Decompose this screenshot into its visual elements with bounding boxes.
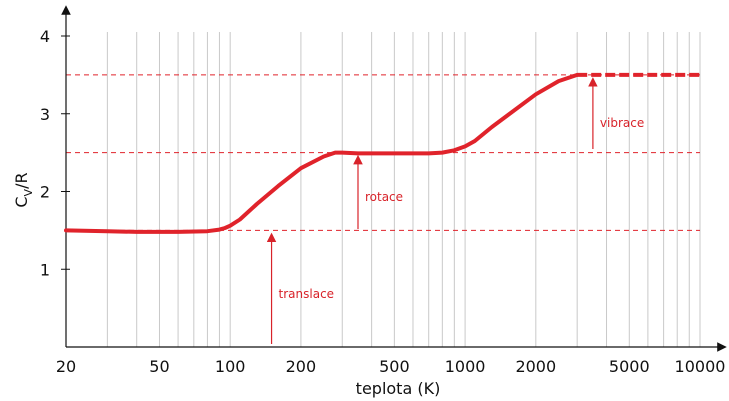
y-axis-title-tail: /R (12, 172, 31, 189)
x-tick-label: 500 (379, 357, 410, 376)
annotation-label: translace (279, 287, 335, 301)
y-axis-title-sub: V (22, 188, 35, 196)
x-tick-label: 20 (56, 357, 76, 376)
series-group (64, 72, 700, 234)
x-tick-label: 1000 (445, 357, 486, 376)
y-axis-title-main: C (12, 196, 31, 207)
annotation-label: vibrace (600, 116, 644, 130)
y-tick-label: 4 (40, 27, 50, 46)
axes (61, 5, 727, 352)
tick-labels: 20 50 100 200 500 1000 2000 5000 10000 1 2 3 4 (40, 27, 726, 376)
y-axis-title: CV/R (12, 172, 35, 207)
series-line (64, 72, 580, 234)
y-tick-label: 3 (40, 105, 50, 124)
x-tick-label: 5000 (609, 357, 650, 376)
annotations: translace rotace vibrace (266, 77, 644, 344)
y-tick-label: 2 (40, 183, 50, 202)
grid (65, 32, 701, 347)
x-tick-label: 2000 (515, 357, 556, 376)
annotation-label: rotace (365, 190, 403, 204)
y-tick-label: 1 (40, 260, 50, 279)
x-tick-label: 50 (149, 357, 169, 376)
x-tick-label: 10000 (675, 357, 726, 376)
x-tick-label: 100 (215, 357, 246, 376)
x-tick-label: 200 (286, 357, 317, 376)
x-axis-title: teplota (K) (356, 379, 441, 398)
